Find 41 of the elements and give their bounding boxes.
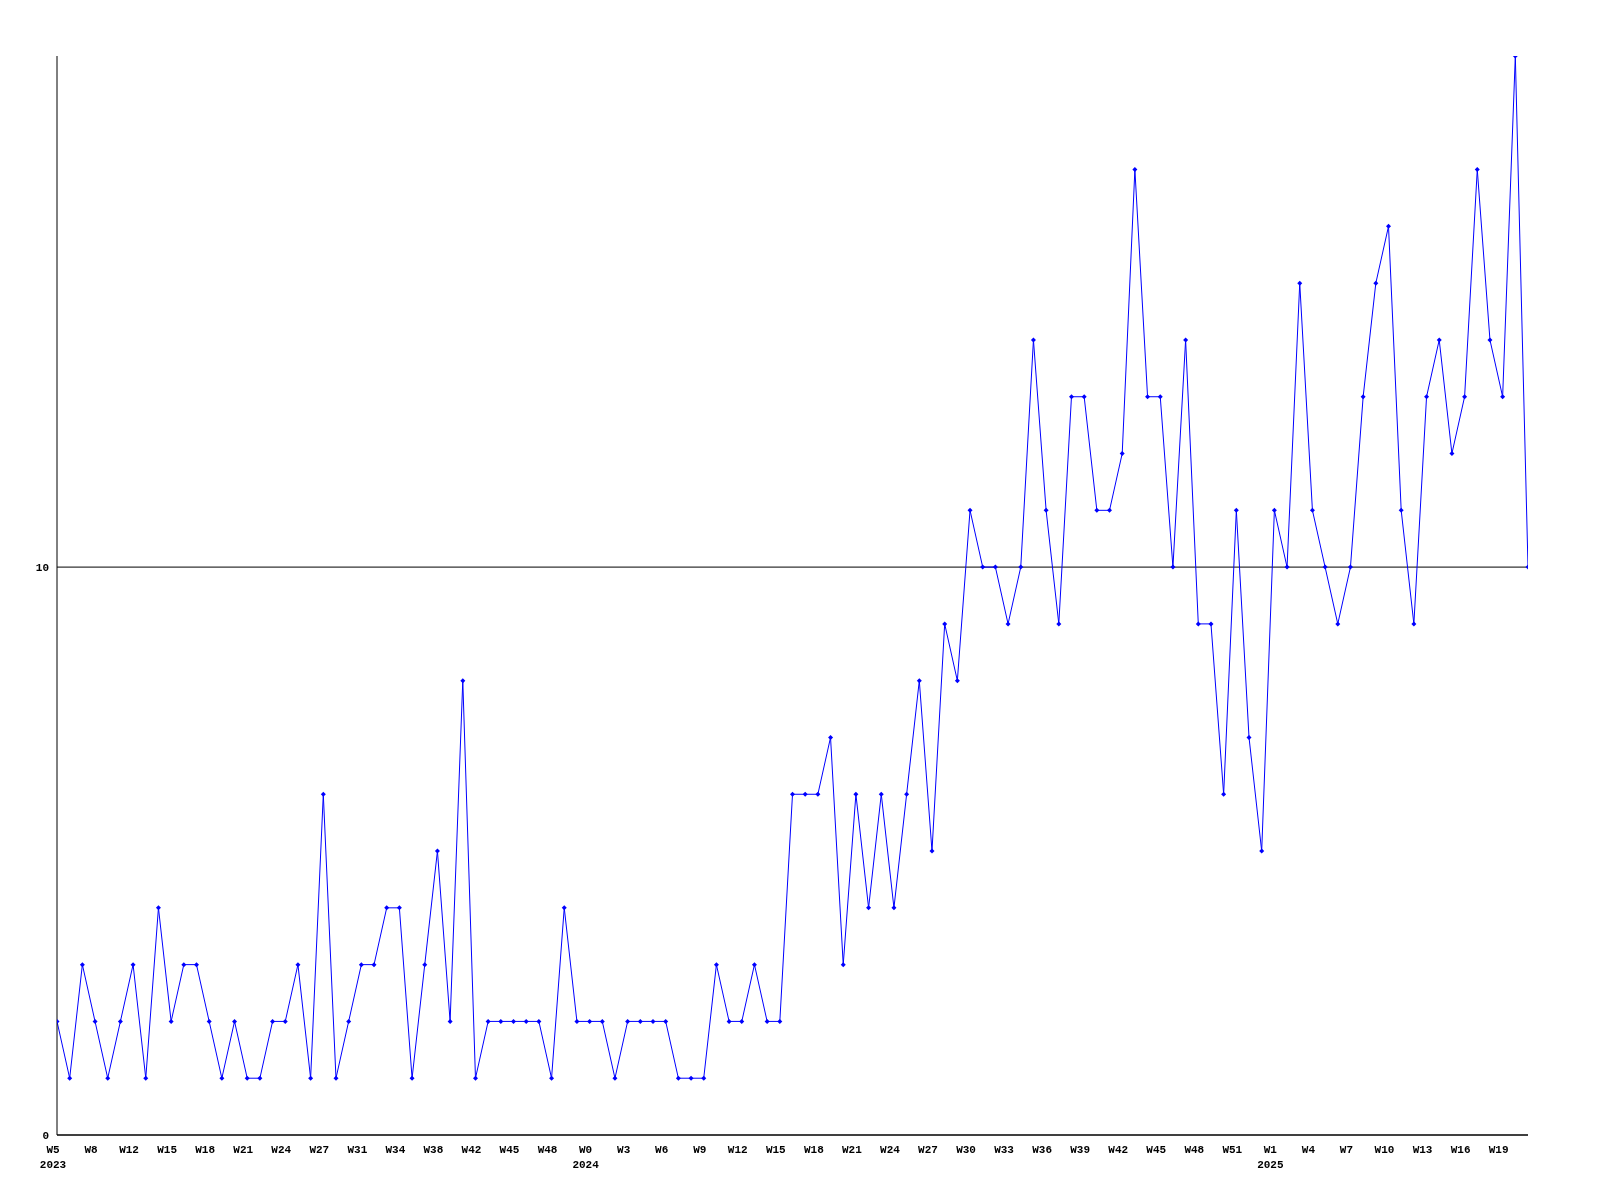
x-tick-label: W21 bbox=[842, 1144, 863, 1156]
x-tick-label: W42 bbox=[1108, 1144, 1129, 1156]
x-tick-label: W7 bbox=[1339, 1144, 1354, 1156]
x-tick-label: W45 bbox=[1146, 1144, 1167, 1156]
x-tick-label: W18 bbox=[803, 1144, 825, 1156]
x-tick-label: W6 bbox=[655, 1144, 669, 1156]
x-tick-label: W5 2023 bbox=[39, 1144, 67, 1171]
x-tick-label: W51 bbox=[1222, 1144, 1243, 1156]
x-tick-label: W15 bbox=[765, 1144, 787, 1156]
x-tick-label: W36 bbox=[1032, 1144, 1053, 1156]
x-tick-label: W1 2025 bbox=[1257, 1144, 1284, 1171]
y-tick-label: 0 bbox=[42, 1129, 49, 1142]
x-tick-label: W3 bbox=[617, 1144, 631, 1156]
x-tick-label: W31 bbox=[347, 1144, 368, 1156]
x-tick-label: W42 bbox=[461, 1144, 482, 1156]
x-tick-label: W12 bbox=[727, 1144, 748, 1156]
x-tick-label: W30 bbox=[956, 1144, 976, 1156]
x-tick-label: W21 bbox=[233, 1144, 254, 1156]
x-tick-label: W34 bbox=[385, 1144, 406, 1156]
x-tick-label: W9 bbox=[693, 1144, 707, 1156]
x-tick-label: W39 bbox=[1070, 1144, 1091, 1156]
x-tick-label: W45 bbox=[499, 1144, 520, 1156]
x-tick-label: W19 bbox=[1488, 1144, 1509, 1156]
x-tick-label: W4 bbox=[1301, 1144, 1316, 1156]
x-tick-label: W0 2024 bbox=[572, 1144, 600, 1171]
x-tick-label: W48 bbox=[1184, 1144, 1205, 1156]
x-tick-label: W8 bbox=[84, 1144, 99, 1156]
x-tick-label: W12 bbox=[119, 1144, 139, 1156]
x-tick-label: W48 bbox=[537, 1144, 558, 1156]
x-tick-label: W10 bbox=[1374, 1144, 1395, 1156]
x-tick-label: W15 bbox=[157, 1144, 178, 1156]
x-tick-label: W13 bbox=[1412, 1144, 1433, 1156]
x-tick-label: W18 bbox=[195, 1144, 216, 1156]
y-tick-label: 10 bbox=[35, 562, 49, 575]
x-tick-label: W27 bbox=[309, 1144, 330, 1156]
x-tick-label: W33 bbox=[994, 1144, 1015, 1156]
x-tick-label: W16 bbox=[1450, 1144, 1471, 1156]
x-tick-label: W24 bbox=[880, 1144, 901, 1156]
x-tick-label: W38 bbox=[423, 1144, 444, 1156]
x-tick-label: W27 bbox=[918, 1144, 938, 1156]
x-tick-label: W24 bbox=[271, 1144, 292, 1156]
